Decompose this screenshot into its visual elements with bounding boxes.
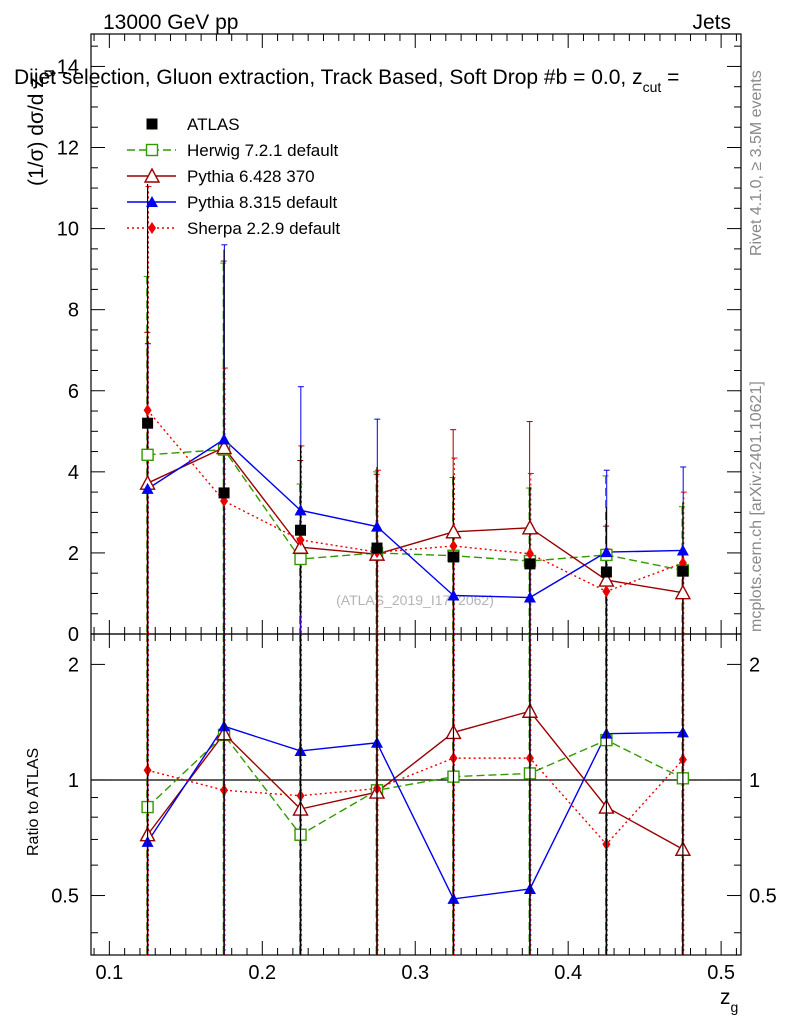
- y-tick-label: 14: [57, 56, 79, 78]
- atlas-point: [295, 524, 307, 536]
- ratio-y-tick-label-right: 0.5: [749, 886, 777, 908]
- ratio-y-axis-label: Ratio to ATLAS: [25, 748, 42, 856]
- pythia6-point: [521, 519, 539, 535]
- pythia6-point: [445, 523, 462, 539]
- legend-marker-sherpa: [148, 222, 156, 234]
- pythia8-point: [600, 546, 613, 558]
- pythia8-point: [523, 591, 536, 603]
- atlas-point: [218, 487, 230, 499]
- atlas-point: [677, 565, 689, 577]
- pythia6-point: [292, 538, 309, 554]
- mcplots-info: mcplots.cern.ch [arXiv:2401.10621]: [748, 381, 765, 632]
- atlas-point: [600, 566, 612, 578]
- x-tick-label: 0.3: [401, 962, 429, 984]
- ratio-panel: 0.1 0.2 0.3 0.4 0.5 0.5 0.5 1 1 2 2: [51, 633, 777, 984]
- herwig-series-line: [147, 448, 684, 572]
- y-tick-label: 6: [68, 381, 79, 403]
- y-tick-label: 12: [57, 138, 79, 160]
- y-tick-label: 4: [68, 462, 79, 484]
- pythia8-ratio-line: [147, 725, 683, 900]
- pythia8-point: [141, 482, 154, 494]
- y-tick-label: 2: [68, 543, 79, 565]
- pythia8-series-line: [147, 438, 683, 599]
- herwig-point: [141, 448, 154, 462]
- plot-title: Dijet selection, Gluon extraction, Track…: [14, 66, 679, 95]
- legend-marker-pythia8: [146, 196, 158, 207]
- rivet-info: Rivet 4.1.0, ≥ 3.5M events: [748, 70, 765, 256]
- main-panel: 0 2 4 6 8 10 12 14: [57, 33, 742, 646]
- ratio-frame: [90, 633, 742, 956]
- legend-marker-herwig: [145, 143, 159, 157]
- sherpa-point: [296, 533, 305, 546]
- pythia6-series-line: [147, 446, 683, 594]
- atlas-point: [524, 558, 536, 570]
- legend-label-pythia6: Pythia 6.428 370: [187, 167, 315, 186]
- y-tick-label: 10: [57, 219, 79, 241]
- sherpa-point: [449, 540, 458, 553]
- atlas-point: [142, 417, 154, 429]
- legend: ATLAS Herwig 7.2.1 default Pythia 6.428 37…: [127, 115, 340, 238]
- analysis-watermark: (ATLAS_2019_I1772062): [336, 592, 494, 608]
- legend-label-herwig: Herwig 7.2.1 default: [187, 141, 338, 160]
- pythia6-point: [674, 584, 692, 600]
- energy-label: 13000 GeV pp: [103, 11, 238, 34]
- pythia8-point: [294, 504, 307, 516]
- y-tick-label: 0: [68, 624, 79, 646]
- sherpa-point: [602, 585, 611, 598]
- y-tick-label: 8: [68, 300, 79, 322]
- legend-marker-atlas: [146, 118, 158, 130]
- sherpa-point: [525, 547, 534, 560]
- atlas-point: [447, 551, 459, 563]
- x-tick-label: 0.2: [248, 962, 276, 984]
- jets-label: Jets: [692, 11, 731, 34]
- pythia6-ratio-line: [147, 710, 684, 850]
- x-axis-label: zg: [720, 986, 738, 1015]
- sherpa-point: [143, 404, 152, 417]
- sherpa-series-line: [147, 409, 684, 593]
- x-tick-label: 0.1: [95, 962, 123, 984]
- pythia8-point: [218, 433, 231, 445]
- herwig-ratio-line: [147, 733, 684, 836]
- sherpa-ratio-line: [147, 757, 684, 846]
- main-y-axis-label: (1/σ) dσ/d zg: [25, 69, 55, 186]
- legend-label-sherpa: Sherpa 2.2.9 default: [187, 219, 340, 238]
- ratio-y-tick-label-right: 1: [749, 770, 760, 792]
- pythia6-point: [215, 439, 233, 455]
- atlas-point: [371, 542, 383, 554]
- pythia8-point: [676, 544, 689, 556]
- ratio-y-tick-label-right: 2: [749, 654, 760, 676]
- ratio-y-tick-label: 2: [68, 654, 79, 676]
- x-tick-label: 0.4: [554, 962, 582, 984]
- ratio-y-tick-label: 0.5: [51, 886, 79, 908]
- x-tick-label: 0.5: [707, 962, 735, 984]
- ratio-y-tick-label: 1: [68, 770, 79, 792]
- pythia8-point: [447, 589, 460, 601]
- herwig-point: [294, 552, 307, 566]
- legend-label-pythia8: Pythia 8.315 default: [187, 193, 338, 212]
- legend-label-atlas: ATLAS: [187, 115, 240, 134]
- pythia8-point: [371, 520, 383, 532]
- legend-marker-pythia6: [143, 167, 161, 183]
